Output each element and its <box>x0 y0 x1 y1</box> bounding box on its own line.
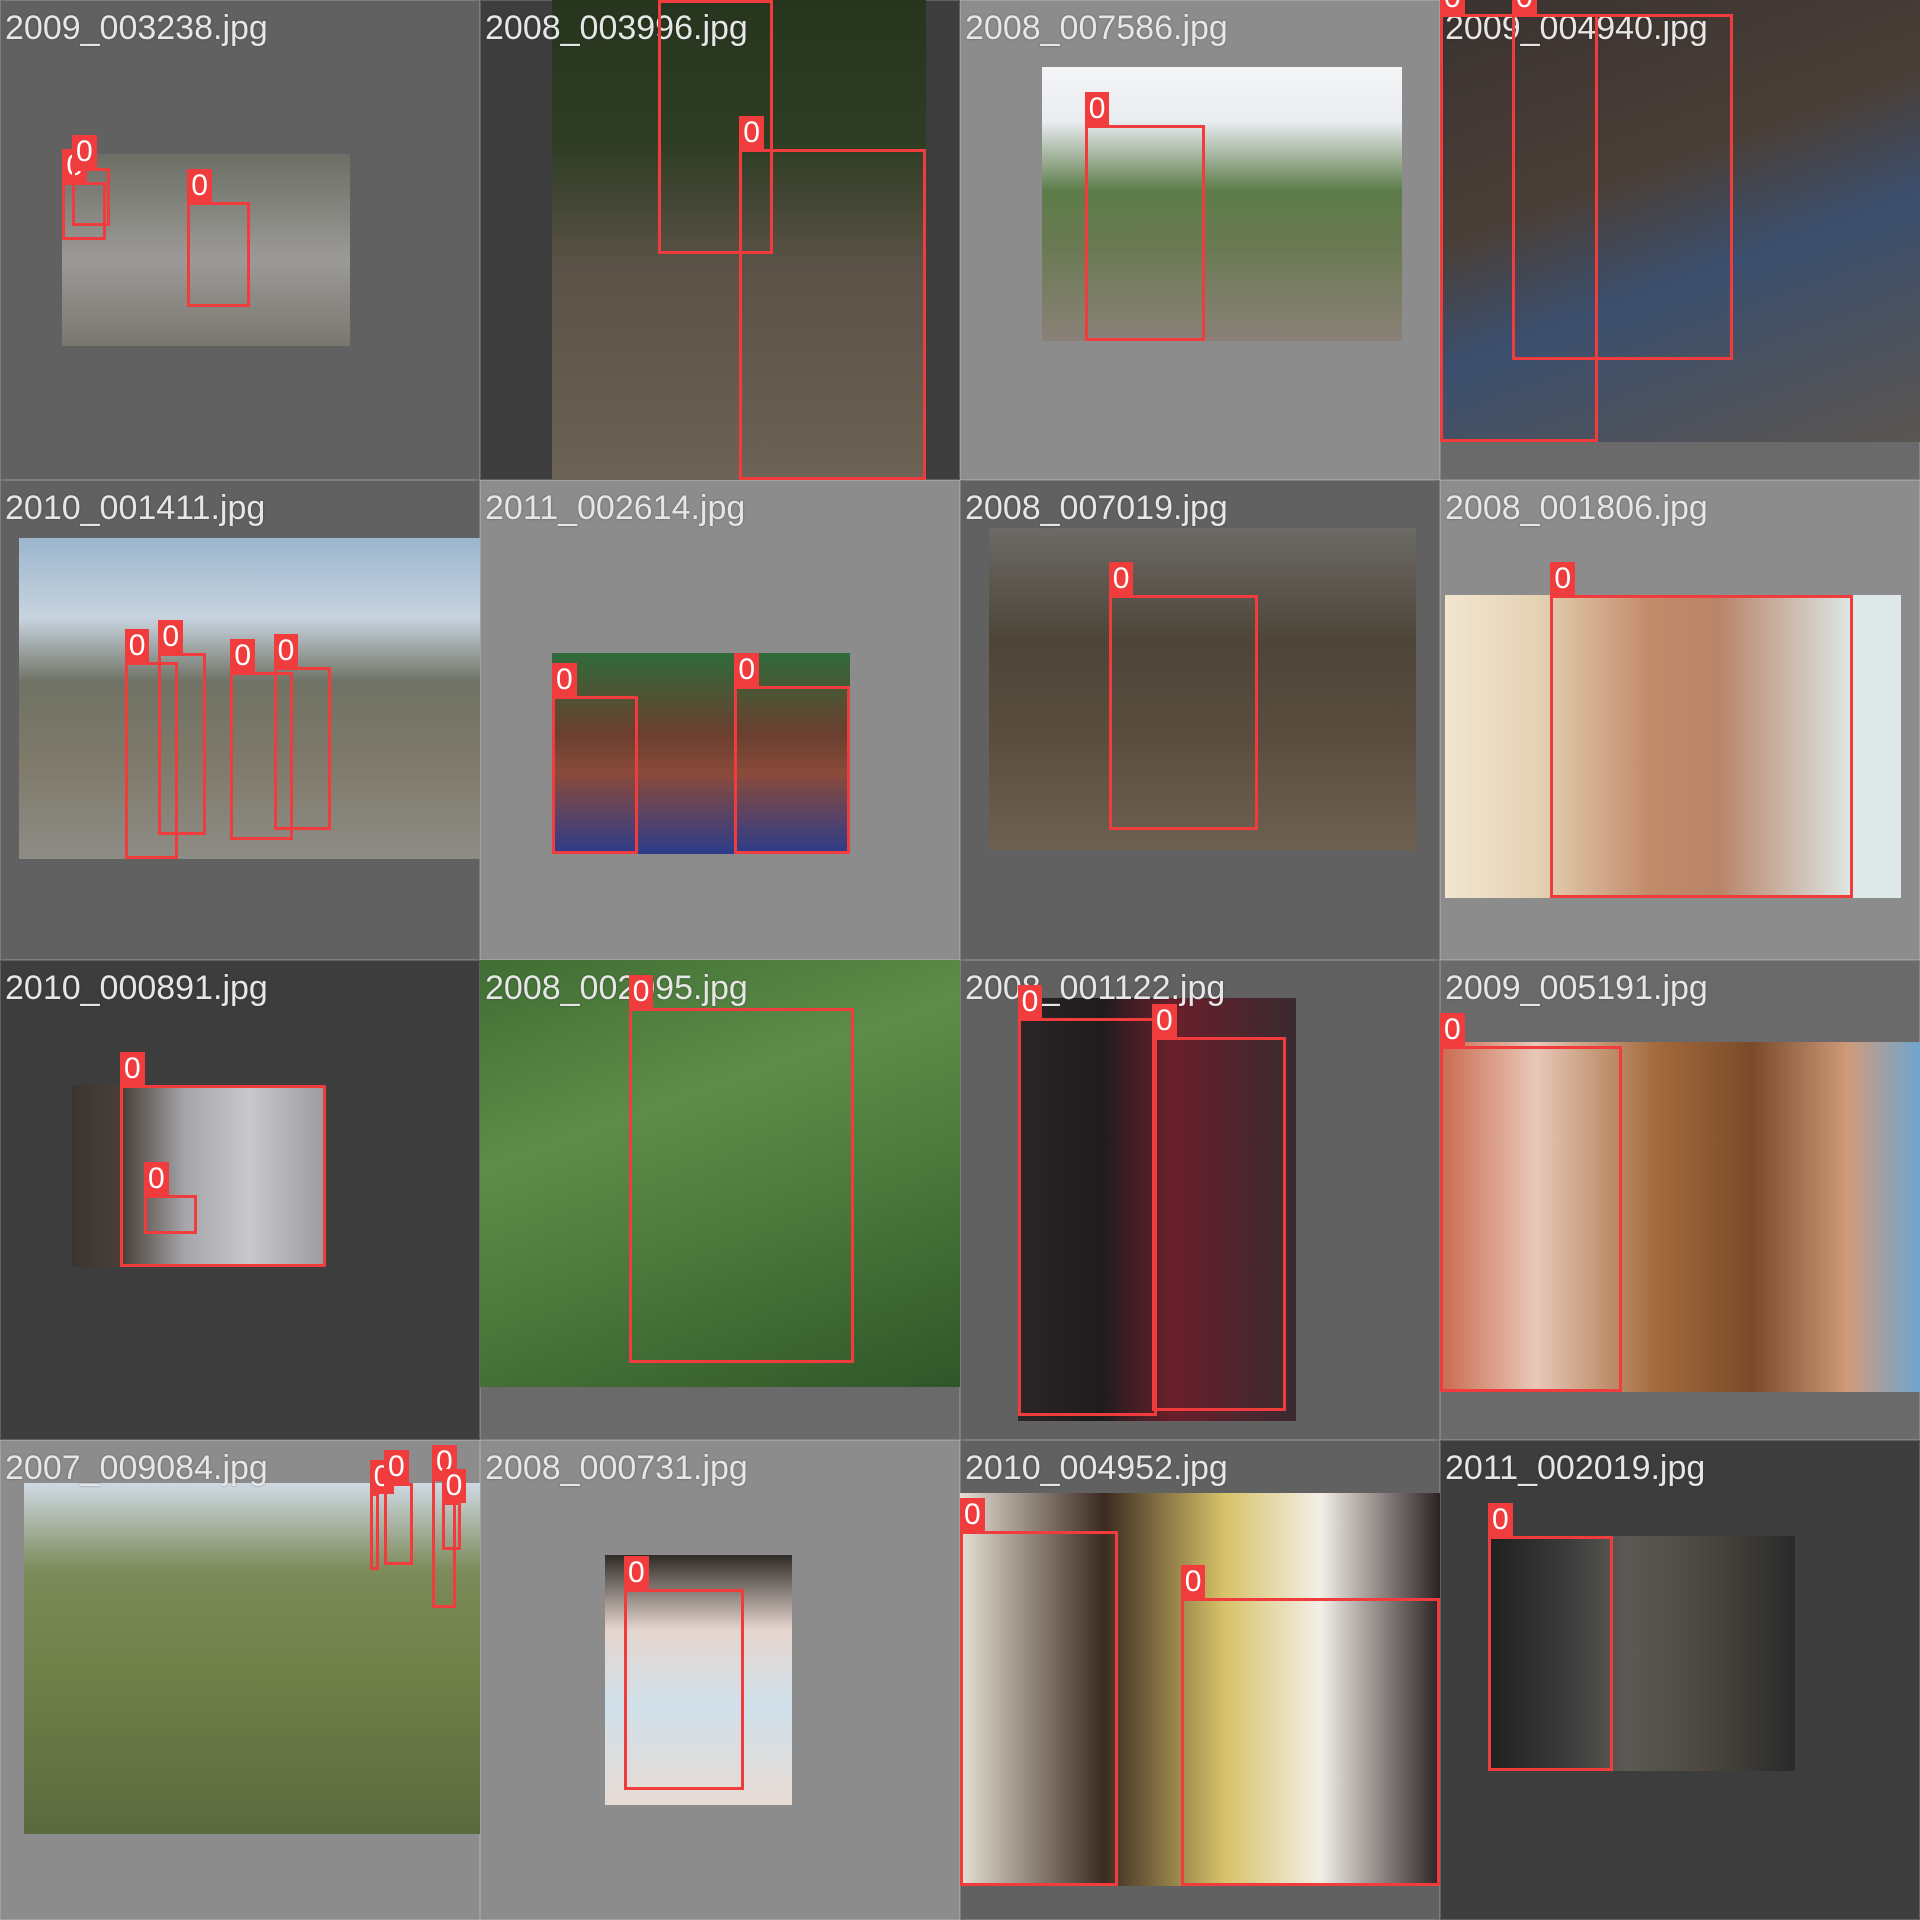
bounding-box: 0 <box>124 629 178 860</box>
class-label: 0 <box>1550 562 1576 597</box>
bounding-box: 0 <box>441 1469 467 1551</box>
class-label: 0 <box>734 653 760 688</box>
image-tile: 2011_002614.jpg 0 0 <box>480 480 960 960</box>
image-tile: 2008_002095.jpg 0 <box>480 960 960 1440</box>
class-label: 0 <box>187 168 212 203</box>
image-tile: 2010_001411.jpg 0 0 0 0 <box>0 480 480 960</box>
bounding-box: 0 <box>384 1450 413 1565</box>
bounding-box: 0 <box>1550 562 1853 898</box>
bounding-box: 0 <box>1488 1503 1613 1772</box>
bounding-box: 0 <box>1512 0 1733 360</box>
class-label: 0 <box>124 629 150 664</box>
bounding-box: 0 <box>739 115 927 480</box>
bounding-box: 0 <box>624 1555 744 1791</box>
image-tile: 2010_000891.jpg 0 0 <box>0 960 480 1440</box>
image-tile: 2007_009084.jpg 0 0 0 0 <box>0 1440 480 1920</box>
bounding-box: 0 <box>1108 562 1258 831</box>
photo-thumbnail <box>988 528 1416 850</box>
photo-thumbnail <box>1017 998 1296 1421</box>
photo-thumbnail <box>960 1492 1440 1887</box>
filename-label: 2009_003238.jpg <box>5 9 268 47</box>
photo-thumbnail <box>480 960 960 1388</box>
class-label: 0 <box>1488 1503 1513 1537</box>
filename-label: 2008_000731.jpg <box>485 1449 748 1487</box>
bounding-box: 0 <box>552 663 639 855</box>
class-label: 0 <box>1180 1565 1206 1600</box>
bounding-box: 0 <box>734 653 850 855</box>
image-tile: 2008_001806.jpg 0 <box>1440 480 1920 960</box>
class-label: 0 <box>273 634 299 669</box>
image-tile: 2008_007586.jpg 0 <box>960 0 1440 480</box>
class-label: 0 <box>552 663 577 697</box>
class-label: 0 <box>1440 1013 1465 1048</box>
photo-thumbnail <box>1488 1536 1796 1772</box>
bounding-box: 0 <box>960 1498 1119 1887</box>
filename-label: 2010_000891.jpg <box>5 969 268 1007</box>
class-label: 0 <box>960 1498 985 1533</box>
class-label: 0 <box>1440 0 1465 16</box>
filename-label: 2008_002095.jpg <box>485 969 748 1007</box>
photo-thumbnail <box>1444 595 1901 898</box>
photo-thumbnail <box>72 1084 327 1268</box>
class-label: 0 <box>739 115 764 150</box>
photo-thumbnail <box>24 1483 480 1834</box>
class-label: 0 <box>144 1162 169 1197</box>
bounding-box: 0 <box>1440 1013 1623 1392</box>
class-label: 0 <box>72 135 97 169</box>
image-tile: 2010_004952.jpg 0 0 <box>960 1440 1440 1920</box>
filename-label: 2010_001411.jpg <box>5 489 266 527</box>
image-tile: 2008_001122.jpg 0 0 <box>960 960 1440 1440</box>
photo-thumbnail <box>1440 0 1920 442</box>
bounding-box: 0 <box>187 168 250 308</box>
class-label: 0 <box>384 1450 409 1485</box>
image-tile: 2008_003996.jpg 0 0 <box>480 0 960 480</box>
class-label: 0 <box>441 1469 467 1504</box>
bounding-box: 0 <box>657 0 773 255</box>
filename-label: 2008_007019.jpg <box>965 489 1228 527</box>
filename-label: 2011_002614.jpg <box>485 489 746 527</box>
filename-label: 2008_001122.jpg <box>965 969 1226 1007</box>
filename-label: 2007_009084.jpg <box>5 1449 268 1487</box>
bounding-box: 0 <box>120 1051 327 1268</box>
class-label: 0 <box>1512 0 1537 16</box>
bounding-box: 0 <box>144 1162 197 1234</box>
filename-label: 2008_007586.jpg <box>965 9 1228 47</box>
bounding-box: 0 <box>230 639 293 840</box>
filename-label: 2011_002019.jpg <box>1445 1449 1706 1487</box>
bounding-box: 0 <box>158 619 207 836</box>
class-label: 0 <box>624 1555 649 1590</box>
bounding-box: 0 <box>273 634 332 831</box>
photo-thumbnail <box>1440 1041 1920 1392</box>
bounding-box: 0 <box>1152 1003 1287 1412</box>
filename-label: 2008_003996.jpg <box>485 9 748 47</box>
filename-label: 2009_005191.jpg <box>1445 969 1708 1007</box>
image-tile: 2008_000731.jpg 0 <box>480 1440 960 1920</box>
photo-thumbnail <box>604 1555 792 1805</box>
class-label: 0 <box>1084 91 1110 126</box>
class-label: 0 <box>230 639 256 673</box>
image-tile: 2009_005191.jpg 0 <box>1440 960 1920 1440</box>
class-label: 0 <box>120 1051 145 1086</box>
class-label: 0 <box>1152 1003 1177 1038</box>
photo-thumbnail <box>19 537 480 860</box>
class-label: 0 <box>158 619 184 654</box>
bounding-box: 0 <box>369 1459 395 1570</box>
image-tile: 2011_002019.jpg 0 <box>1440 1440 1920 1920</box>
class-label: 0 <box>1017 984 1043 1019</box>
image-tile: 2008_007019.jpg 0 <box>960 480 1440 960</box>
bounding-box: 0 <box>1017 984 1157 1416</box>
bounding-box: 0 <box>1180 1565 1440 1887</box>
class-label: 0 <box>1108 562 1134 597</box>
filename-label: 2008_001806.jpg <box>1445 489 1708 527</box>
class-label: 0 <box>628 975 654 1009</box>
bounding-box: 0 <box>1084 91 1205 341</box>
filename-label: 2010_004952.jpg <box>965 1449 1228 1487</box>
bounding-box: 0 <box>72 135 111 226</box>
class-label: 0 <box>657 0 683 1</box>
bounding-box: 0 <box>628 975 855 1364</box>
